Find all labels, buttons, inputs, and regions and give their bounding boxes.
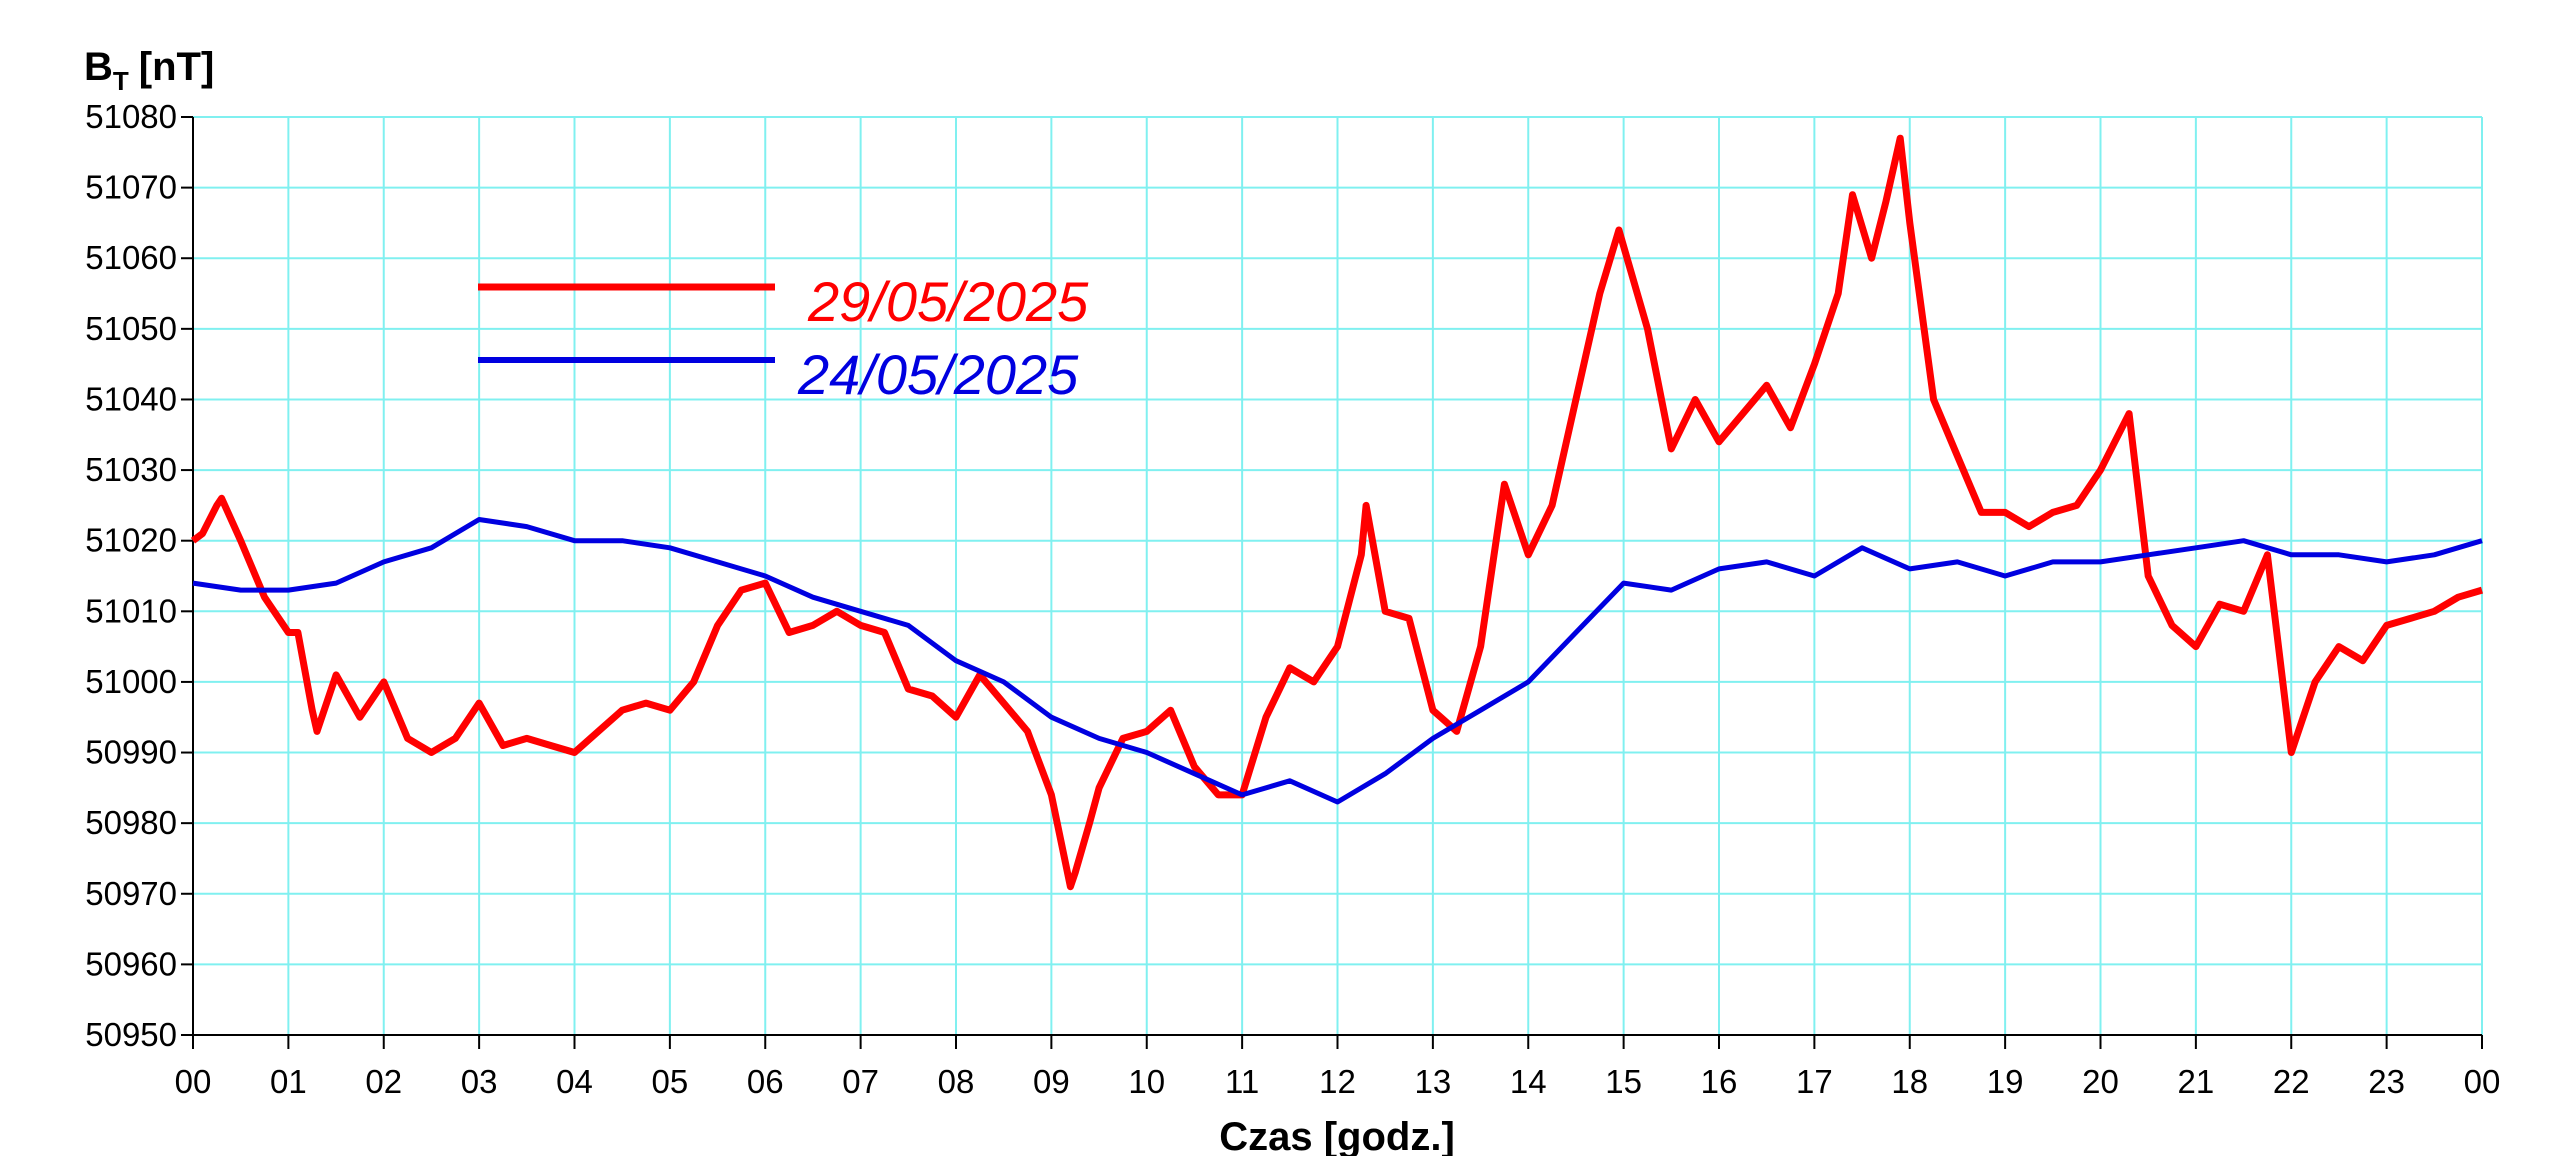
x-tick-label: 20	[2082, 1063, 2119, 1100]
y-tick-label: 50980	[85, 804, 177, 841]
x-tick-label: 23	[2368, 1063, 2405, 1100]
x-tick-label: 07	[842, 1063, 879, 1100]
x-tick-label: 01	[270, 1063, 307, 1100]
y-tick-label: 50960	[85, 945, 177, 982]
x-tick-label: 14	[1510, 1063, 1547, 1100]
x-tick-label: 16	[1701, 1063, 1738, 1100]
series-line	[190, 134, 2484, 891]
x-tick-label: 21	[2178, 1063, 2215, 1100]
x-axis-label: Czas [godz.]	[1219, 1115, 1455, 1156]
x-tick-label: 05	[652, 1063, 689, 1100]
y-tick-label: 50970	[85, 875, 177, 912]
y-tick-label: 50990	[85, 734, 177, 771]
x-tick-label: 17	[1796, 1063, 1833, 1100]
legend-label: 29/05/2025	[807, 270, 1089, 333]
y-tick-label: 51000	[85, 663, 177, 700]
legend-label: 24/05/2025	[797, 343, 1079, 406]
x-tick-label: 15	[1605, 1063, 1642, 1100]
x-tick-label: 00	[175, 1063, 212, 1100]
x-tick-label: 06	[747, 1063, 784, 1100]
y-label-unit: [nT]	[139, 45, 215, 89]
x-tick-label: 11	[1225, 1063, 1259, 1100]
y-tick-label: 51040	[85, 380, 177, 417]
y-tick-label: 51070	[85, 169, 177, 206]
x-tick-label: 08	[938, 1063, 975, 1100]
y-label-main: B	[84, 45, 113, 89]
series-line	[192, 517, 2483, 805]
y-axis-label: BT [nT]	[84, 45, 214, 96]
y-tick-label: 50950	[85, 1016, 177, 1053]
y-tick-label: 51010	[85, 592, 177, 629]
x-tick-label: 18	[1891, 1063, 1928, 1100]
x-tick-label: 12	[1319, 1063, 1356, 1100]
y-tick-label: 51080	[85, 98, 177, 135]
x-tick-label: 00	[2464, 1063, 2501, 1100]
x-tick-label: 19	[1987, 1063, 2024, 1100]
y-tick-label: 51020	[85, 522, 177, 559]
y-tick-label: 51030	[85, 451, 177, 488]
x-tick-label: 09	[1033, 1063, 1070, 1100]
x-tick-label: 03	[461, 1063, 498, 1100]
x-tick-label: 04	[556, 1063, 593, 1100]
x-tick-label: 02	[365, 1063, 402, 1100]
x-tick-label: 10	[1128, 1063, 1165, 1100]
y-label-subscript: T	[113, 66, 129, 96]
x-tick-label: 13	[1415, 1063, 1452, 1100]
y-tick-label: 51060	[85, 239, 177, 276]
x-tick-label: 22	[2273, 1063, 2310, 1100]
y-tick-label: 51050	[85, 310, 177, 347]
